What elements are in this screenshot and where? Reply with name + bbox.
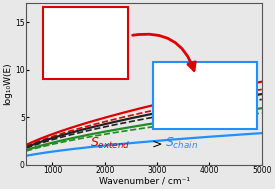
Bar: [153, 62, 257, 129]
Text: $S_{\mathit{extend}}$: $S_{\mathit{extend}}$: [90, 136, 130, 151]
Bar: [43, 7, 128, 79]
FancyArrowPatch shape: [133, 34, 195, 70]
Text: $>$: $>$: [149, 137, 162, 150]
X-axis label: Wavenumber / cm⁻¹: Wavenumber / cm⁻¹: [98, 177, 189, 186]
Text: $S_{\mathit{chain}}$: $S_{\mathit{chain}}$: [165, 136, 198, 151]
Y-axis label: log₁₀W(E): log₁₀W(E): [4, 63, 12, 105]
